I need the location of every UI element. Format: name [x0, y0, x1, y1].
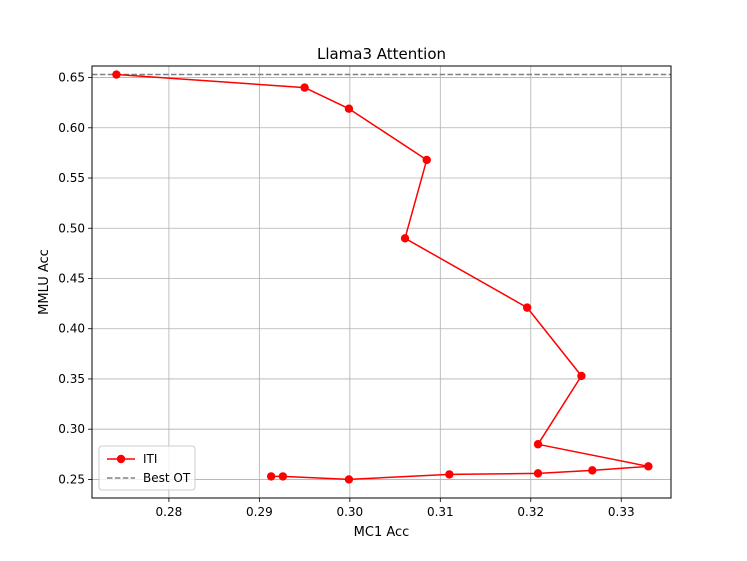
iti-data-point [422, 155, 431, 165]
y-axis: 0.25 0.30 0.35 0.40 0.45 0.50 0.55 0.60 0.65 [58, 71, 92, 486]
legend-best-ot-label: Best OT [143, 471, 191, 485]
y-tick-label: 0.60 [58, 121, 85, 135]
iti-data-point [112, 70, 121, 79]
x-axis: 0.28 0.29 0.30 0.31 0.32 0.33 [156, 498, 635, 519]
y-tick-label: 0.65 [58, 71, 85, 85]
x-tick-label: 0.29 [246, 505, 273, 519]
iti-data-point [300, 83, 309, 92]
x-axis-label: MC1 Acc [354, 525, 410, 540]
x-tick-label: 0.33 [608, 505, 635, 519]
iti-data-point [445, 470, 454, 479]
iti-data-point [644, 462, 653, 471]
x-tick-label: 0.28 [156, 505, 183, 519]
legend: ITI Best OT [98, 445, 196, 491]
legend-iti-label: ITI [143, 452, 157, 466]
y-axis-label: MMLU Acc [37, 249, 52, 315]
y-tick-label: 0.50 [58, 221, 85, 235]
iti-data-point [588, 466, 597, 475]
chart-title: Llama3 Attention [317, 45, 446, 63]
iti-data-point [344, 475, 354, 484]
iti-data-point [522, 303, 532, 312]
iti-data-point [266, 472, 276, 481]
series-layer [112, 70, 653, 484]
iti-data-point [533, 440, 543, 449]
plot-frame [91, 65, 672, 499]
iti-data-point [400, 234, 410, 243]
y-tick-label: 0.35 [58, 372, 85, 386]
x-tick-label: 0.32 [517, 505, 544, 519]
x-tick-label: 0.31 [427, 505, 454, 519]
y-tick-label: 0.55 [58, 171, 85, 185]
x-tick-label: 0.30 [336, 505, 363, 519]
y-tick-label: 0.40 [58, 322, 85, 336]
y-tick-label: 0.30 [58, 422, 85, 436]
iti-data-point [577, 371, 586, 381]
y-tick-label: 0.25 [58, 472, 85, 486]
grid [92, 66, 671, 498]
iti-data-point [344, 104, 354, 113]
iti-data-point [533, 469, 543, 478]
iti-data-point [278, 472, 288, 481]
legend-iti-marker [116, 454, 126, 464]
y-tick-label: 0.45 [58, 271, 85, 285]
